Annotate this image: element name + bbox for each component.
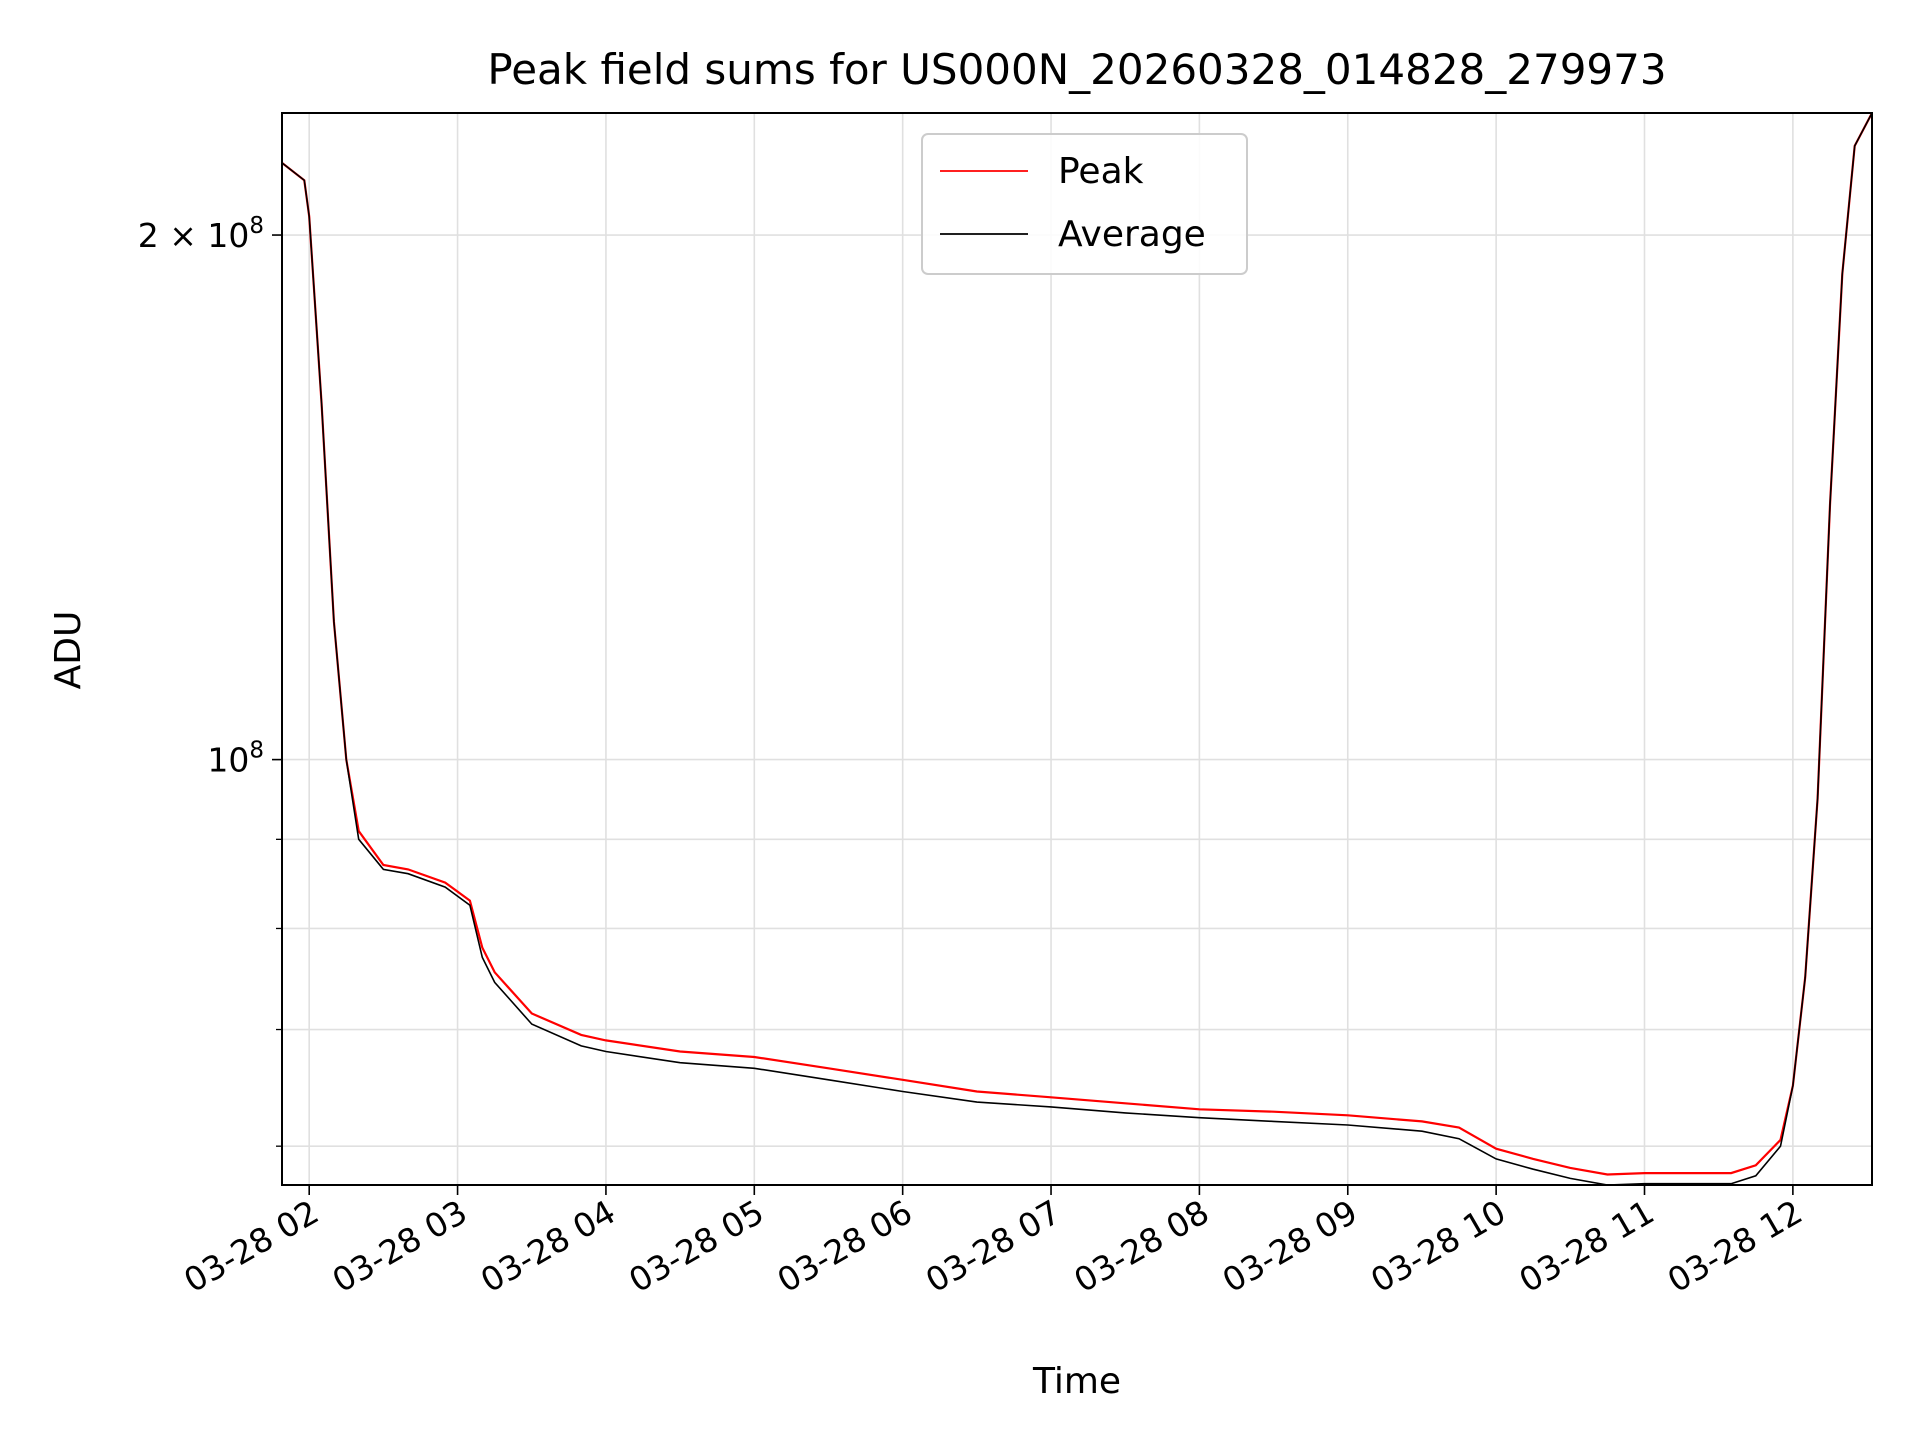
y-tick-label-base: 2 × 10 <box>138 216 250 255</box>
y-tick-label: 108 <box>207 738 264 780</box>
y-tick-label-exponent: 8 <box>249 738 264 764</box>
y-tick-label-exponent: 8 <box>249 213 264 239</box>
legend-label-peak: Peak <box>1058 151 1144 192</box>
x-axis-label: Time <box>1032 1361 1121 1402</box>
legend: Peak Average <box>921 133 1248 275</box>
grid <box>282 113 1872 1185</box>
plot-area <box>281 112 1873 1186</box>
legend-box <box>921 133 1248 275</box>
series-line-peak <box>282 113 1872 1176</box>
series-layer <box>282 113 1872 1185</box>
series-line-average <box>282 113 1872 1185</box>
legend-label-average: Average <box>1058 214 1206 255</box>
y-tick-label: 2 × 108 <box>138 213 264 255</box>
y-tick-label-base: 10 <box>207 741 249 780</box>
chart-title: Peak field sums for US000N_20260328_0148… <box>487 45 1666 94</box>
y-axis-label: ADU <box>48 611 89 690</box>
